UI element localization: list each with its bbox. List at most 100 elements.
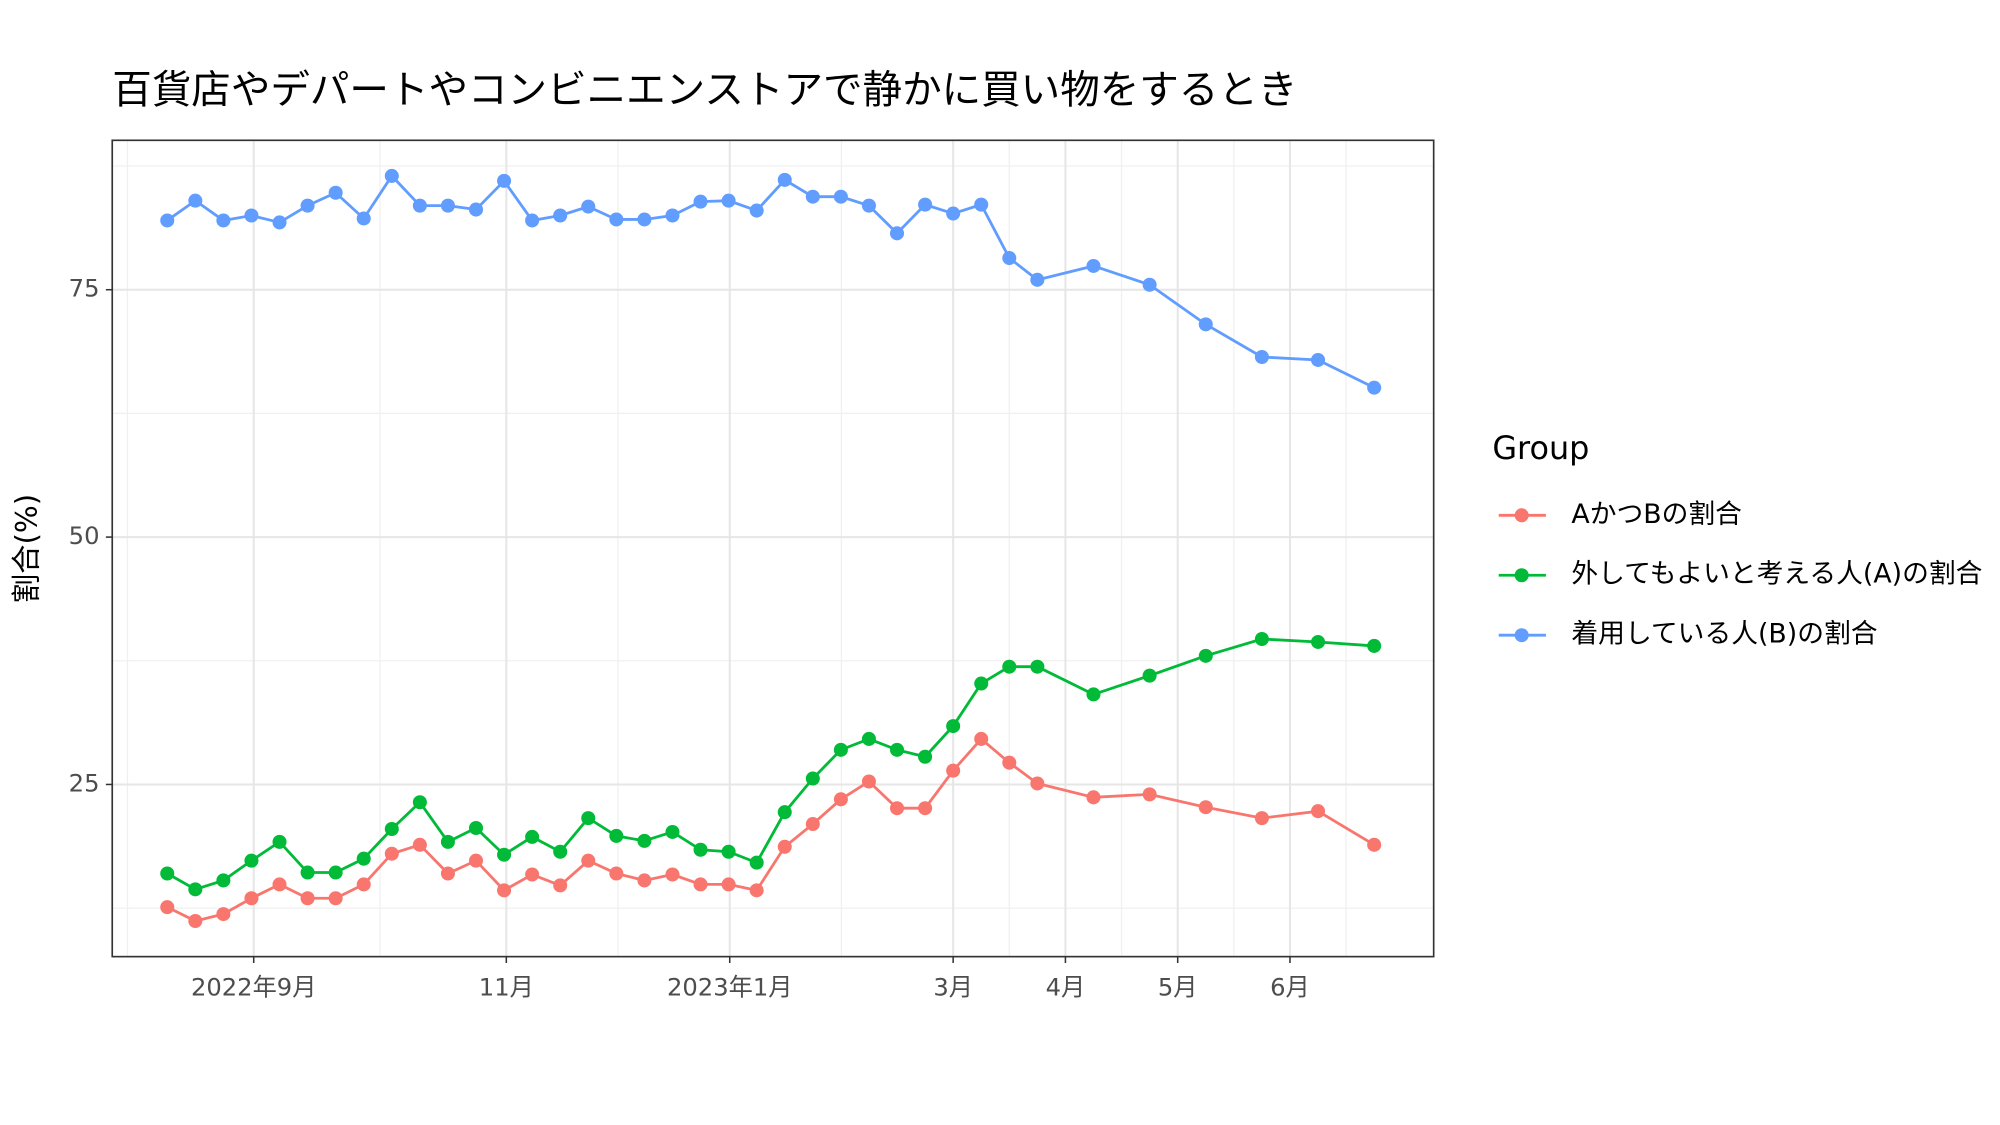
data-point (609, 212, 624, 227)
data-point (440, 834, 455, 849)
data-point (693, 842, 708, 857)
data-point (300, 198, 315, 213)
data-point (1030, 659, 1045, 674)
x-tick-label: 6月 (1270, 974, 1310, 1002)
data-point (974, 731, 989, 746)
data-point (918, 197, 933, 212)
data-point (384, 821, 399, 837)
data-point (833, 792, 848, 807)
x-tick-label: 11月 (479, 974, 534, 1002)
data-point (749, 883, 764, 898)
data-point (1142, 787, 1157, 802)
data-point (1198, 317, 1213, 332)
data-point (946, 206, 961, 221)
data-point (300, 891, 315, 906)
data-point (581, 199, 596, 214)
data-point (497, 173, 512, 188)
legend-label: 外してもよいと考える人(A)の割合 (1571, 559, 1982, 590)
data-point (609, 828, 624, 843)
data-point (1086, 790, 1101, 805)
data-point (637, 833, 652, 848)
data-point (1367, 837, 1382, 852)
data-point (833, 189, 848, 204)
data-point (890, 801, 905, 816)
data-point (244, 853, 259, 868)
data-point (412, 198, 427, 213)
data-point (1002, 251, 1017, 266)
data-point (918, 749, 933, 764)
data-point (637, 212, 652, 227)
data-point (861, 198, 876, 213)
data-point (665, 208, 680, 223)
data-point (918, 801, 933, 816)
data-point (1367, 638, 1382, 653)
data-point (188, 882, 203, 897)
data-point (216, 907, 231, 922)
x-tick-label: 3月 (933, 974, 973, 1002)
data-point (188, 193, 203, 208)
data-point (468, 820, 484, 836)
data-point (468, 853, 484, 868)
data-point (412, 795, 427, 810)
data-point (356, 851, 371, 866)
data-point (805, 771, 820, 786)
data-point (525, 867, 540, 882)
data-point (525, 213, 540, 228)
data-point (609, 866, 624, 881)
data-point (749, 203, 764, 218)
data-point (272, 834, 287, 849)
data-point (412, 837, 427, 852)
data-point (1030, 272, 1045, 287)
y-axis-label: 割合(%) (10, 494, 44, 603)
data-point (216, 213, 231, 228)
data-point (721, 193, 736, 208)
data-point (160, 900, 175, 915)
data-point (1367, 380, 1382, 395)
data-point (356, 211, 371, 226)
x-tick-label: 5月 (1158, 974, 1198, 1002)
data-point (216, 873, 231, 888)
y-tick-label: 75 (69, 275, 100, 303)
data-point (637, 873, 652, 888)
data-point (890, 742, 905, 757)
data-point (693, 194, 708, 209)
data-point (553, 208, 568, 223)
data-point (581, 853, 596, 868)
data-point (1142, 277, 1157, 292)
data-point (665, 824, 680, 839)
legend-label: AかつBの割合 (1571, 499, 1742, 530)
data-point (1311, 804, 1326, 819)
data-point (693, 877, 708, 892)
x-tick-label: 4月 (1046, 974, 1086, 1002)
data-point (328, 185, 343, 200)
plot-area (111, 139, 1435, 958)
x-tick-label: 2022年9月 (191, 974, 316, 1002)
data-point (1198, 800, 1213, 815)
data-point (1311, 352, 1326, 367)
y-tick-label: 25 (69, 769, 100, 797)
data-point (946, 719, 961, 734)
data-point (384, 846, 399, 861)
data-point (384, 168, 399, 183)
data-point (721, 844, 736, 859)
data-point (440, 198, 455, 213)
data-point (272, 877, 287, 892)
data-point (861, 731, 876, 746)
data-point (160, 213, 175, 228)
data-point (1086, 258, 1101, 273)
data-point (1002, 659, 1017, 674)
data-point (525, 829, 540, 844)
data-point (1086, 687, 1101, 702)
data-point (777, 172, 792, 187)
data-point (272, 215, 287, 230)
data-point (974, 197, 989, 212)
data-point (1254, 811, 1269, 826)
data-point (805, 817, 820, 832)
data-point (805, 189, 820, 204)
x-tick-label: 2023年1月 (667, 974, 792, 1002)
data-point (721, 877, 736, 892)
data-point (468, 202, 484, 217)
grid: 25 50 75 2022年9月 11月 2023年1月 3月 4月 5月 6月 (69, 140, 1434, 1002)
data-point (328, 891, 343, 906)
